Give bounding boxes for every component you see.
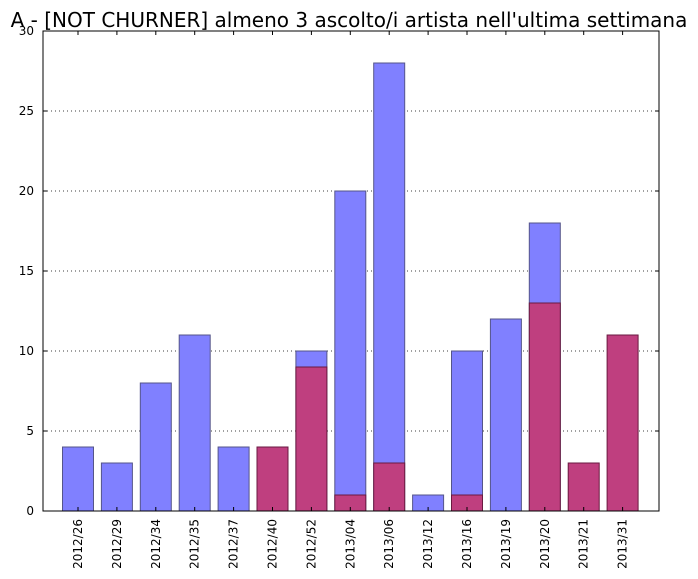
bar: [334, 190, 367, 512]
x-tick-label: 2013/12: [421, 519, 435, 569]
chart-title: A - [NOT CHURNER] almeno 3 ascolto/i art…: [11, 8, 688, 32]
bar: [373, 62, 406, 512]
bar: [373, 462, 406, 512]
x-tick-label: 2012/35: [188, 519, 202, 569]
y-tick-label: 30: [19, 24, 34, 38]
bar: [528, 302, 561, 512]
x-tick-label: 2012/34: [149, 519, 163, 569]
x-tick-label: 2013/21: [577, 519, 591, 569]
x-axis: 2012/26 2012/29 2012/34 2012/35 2012/37 2012/…: [71, 31, 630, 569]
y-tick-label: 15: [19, 264, 34, 278]
bar: [295, 366, 328, 512]
bar: [567, 462, 600, 512]
y-axis: 0 5 10 15 20 25 30: [19, 24, 659, 518]
x-tick-label: 2013/16: [460, 519, 474, 569]
bars: [62, 62, 639, 512]
bar: [217, 446, 250, 512]
bar: [100, 462, 133, 512]
x-tick-label: 2012/52: [304, 519, 318, 569]
x-tick-label: 2013/19: [499, 519, 513, 569]
bar: [62, 446, 94, 512]
x-tick-label: 2013/06: [382, 519, 396, 569]
bar: [606, 334, 639, 512]
bar: [489, 318, 522, 512]
bar: [256, 446, 289, 512]
x-tick-label: 2012/26: [71, 519, 85, 569]
x-tick-label: 2012/37: [227, 519, 241, 569]
bar: [451, 350, 483, 512]
bar: [178, 334, 211, 512]
x-tick-label: 2012/29: [110, 519, 124, 569]
y-tick-label: 10: [19, 344, 34, 358]
x-tick-label: 2013/31: [616, 519, 630, 569]
y-tick-label: 5: [26, 424, 34, 438]
x-tick-label: 2013/04: [343, 519, 357, 569]
x-tick-label: 2012/40: [266, 519, 280, 569]
y-tick-label: 0: [26, 504, 34, 518]
y-tick-label: 25: [19, 104, 34, 118]
x-tick-label: 2013/20: [538, 519, 552, 569]
bar: [139, 382, 172, 512]
y-tick-label: 20: [19, 184, 34, 198]
